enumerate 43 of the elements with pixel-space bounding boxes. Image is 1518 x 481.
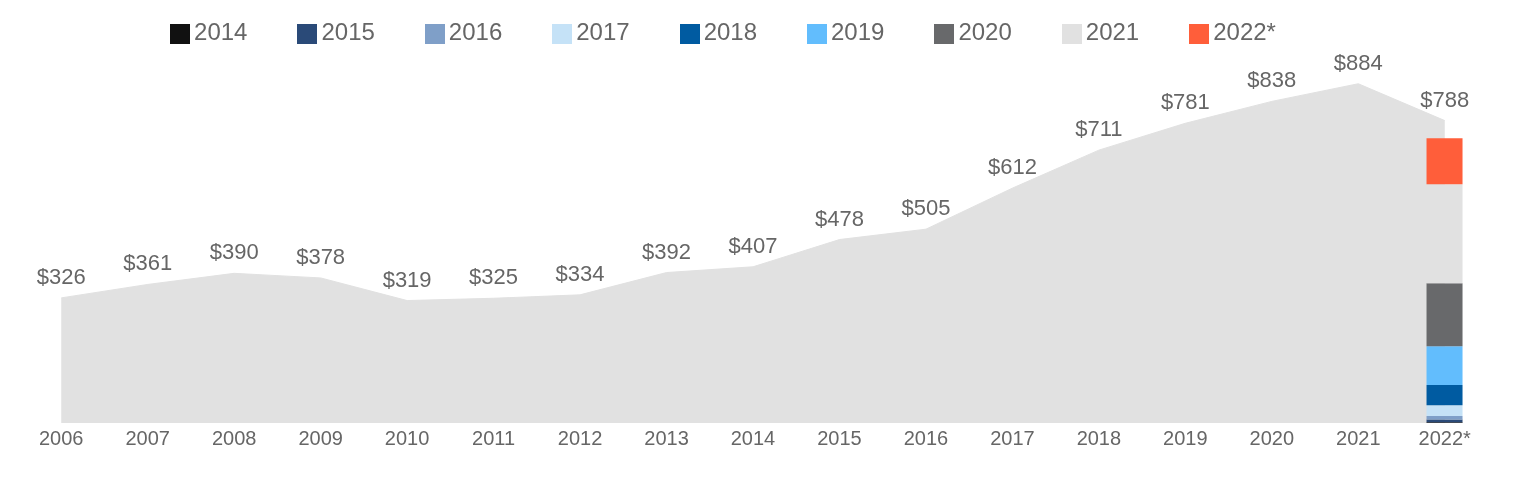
- x-tick-label: 2010: [384, 427, 430, 450]
- legend-label: 2018: [703, 18, 758, 45]
- data-label: $788: [1420, 86, 1470, 112]
- legend-label: 2014: [194, 18, 248, 45]
- data-label: $478: [814, 205, 864, 231]
- legend-label: 2022*: [1213, 18, 1276, 45]
- x-tick-label: 2015: [817, 427, 862, 450]
- x-tick-label: 2022*: [1418, 427, 1472, 450]
- x-tick-label: 2021: [1336, 427, 1381, 450]
- legend-label: 2016: [448, 18, 503, 45]
- x-tick-label: 2013: [644, 427, 689, 450]
- x-tick-label: 2017: [990, 427, 1035, 450]
- x-tick-label: 2019: [1163, 427, 1208, 450]
- data-label: $884: [1333, 49, 1383, 75]
- data-label: $407: [728, 232, 778, 258]
- legend-label: 2017: [576, 18, 630, 45]
- data-label: $838: [1247, 67, 1297, 93]
- legend-label: 2019: [831, 18, 885, 45]
- legend-label: 2015: [321, 18, 375, 45]
- data-label: $781: [1160, 89, 1210, 115]
- x-tick-label: 2008: [211, 427, 257, 450]
- x-tick-label: 2011: [472, 427, 516, 450]
- data-label: $326: [36, 263, 86, 289]
- data-label: $361: [123, 250, 173, 276]
- data-label: $378: [296, 243, 346, 269]
- x-tick-label: 2006: [38, 427, 84, 450]
- data-label: $390: [209, 239, 259, 265]
- data-label: $319: [382, 266, 432, 292]
- data-label: $505: [901, 195, 951, 221]
- x-tick-label: 2009: [298, 427, 343, 450]
- data-label: $612: [987, 154, 1037, 180]
- x-tick-label: 2012: [557, 427, 603, 450]
- legend-label: 2021: [1085, 18, 1140, 45]
- x-tick-label: 2016: [903, 427, 949, 450]
- x-tick-label: 2018: [1076, 427, 1122, 450]
- legend-label: 2020: [958, 18, 1012, 45]
- x-tick-label: 2020: [1249, 427, 1295, 450]
- data-label: $392: [642, 238, 692, 264]
- x-tick-label: 2014: [730, 427, 776, 450]
- x-tick-label: 2007: [125, 427, 170, 450]
- data-label: $711: [1075, 116, 1123, 142]
- data-label: $334: [555, 260, 605, 286]
- data-label: $325: [469, 264, 519, 290]
